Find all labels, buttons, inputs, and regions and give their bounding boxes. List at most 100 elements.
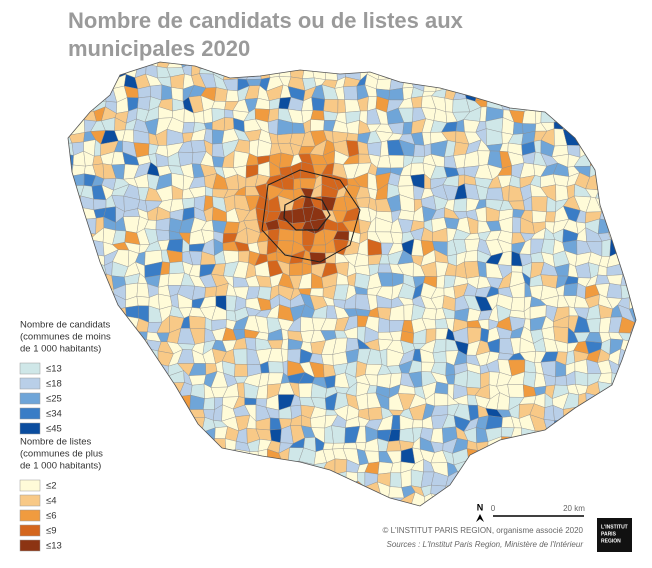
- commune: [643, 262, 652, 274]
- commune: [586, 408, 597, 419]
- commune: [103, 480, 115, 499]
- commune: [608, 460, 620, 475]
- commune: [233, 480, 246, 497]
- legend-swatch: [19, 494, 41, 507]
- commune: [518, 62, 531, 69]
- commune: [58, 517, 74, 531]
- commune: [386, 440, 402, 452]
- commune: [508, 480, 523, 497]
- commune: [520, 86, 536, 102]
- commune: [123, 404, 139, 420]
- commune: [443, 497, 459, 505]
- commune: [601, 239, 612, 257]
- commune: [255, 471, 269, 482]
- commune: [68, 472, 74, 485]
- paris-border: [283, 195, 331, 231]
- commune: [587, 84, 603, 98]
- commune: [115, 447, 130, 465]
- commune: [585, 492, 602, 506]
- commune: [101, 450, 118, 465]
- commune: [609, 120, 624, 136]
- commune: [642, 426, 652, 439]
- commune: [244, 397, 257, 406]
- commune: [642, 195, 652, 209]
- commune: [497, 495, 513, 506]
- commune: [595, 162, 611, 179]
- commune: [634, 150, 636, 166]
- commune: [78, 360, 96, 376]
- commune: [397, 502, 415, 506]
- commune: [144, 472, 159, 487]
- commune: [629, 473, 636, 483]
- commune: [268, 517, 281, 530]
- commune: [509, 462, 523, 477]
- commune: [125, 351, 136, 363]
- commune: [221, 496, 237, 506]
- commune: [478, 458, 493, 472]
- commune: [540, 504, 559, 506]
- commune: [113, 353, 129, 364]
- commune: [212, 447, 228, 463]
- commune: [95, 480, 107, 498]
- commune: [534, 100, 545, 112]
- commune: [331, 425, 346, 444]
- commune: [412, 419, 423, 429]
- north-label: N: [477, 502, 484, 512]
- commune: [68, 417, 74, 430]
- commune: [577, 392, 587, 409]
- commune: [126, 371, 140, 388]
- commune: [628, 254, 636, 263]
- commune: [225, 89, 239, 102]
- commune: [498, 485, 513, 497]
- commune: [335, 502, 347, 506]
- legend-title: Nombre de candidats: [20, 320, 111, 331]
- commune: [617, 62, 633, 70]
- commune: [68, 185, 72, 201]
- commune: [621, 85, 634, 103]
- commune: [69, 195, 81, 209]
- commune: [144, 461, 161, 475]
- commune: [486, 469, 500, 486]
- commune: [507, 84, 523, 100]
- commune: [147, 383, 159, 400]
- commune: [178, 429, 195, 444]
- commune: [606, 85, 624, 103]
- commune: [628, 85, 636, 100]
- commune: [640, 294, 652, 307]
- commune: [509, 450, 522, 464]
- commune: [180, 473, 195, 483]
- commune: [257, 62, 273, 68]
- commune: [113, 497, 130, 506]
- commune: [68, 219, 75, 235]
- commune: [631, 272, 636, 287]
- commune: [68, 249, 81, 264]
- commune: [79, 249, 91, 263]
- commune: [553, 484, 567, 499]
- commune: [355, 503, 369, 506]
- commune: [640, 515, 652, 531]
- commune: [102, 344, 116, 355]
- commune: [234, 364, 248, 377]
- commune: [134, 492, 151, 506]
- commune: [478, 75, 491, 88]
- commune: [147, 349, 159, 364]
- commune: [122, 395, 140, 407]
- commune: [70, 507, 82, 518]
- commune: [179, 416, 195, 433]
- commune: [377, 62, 392, 65]
- commune: [618, 438, 632, 454]
- commune: [68, 207, 75, 221]
- commune: [247, 514, 258, 527]
- commune: [267, 361, 284, 374]
- commune: [267, 118, 279, 136]
- commune: [522, 65, 533, 80]
- commune: [508, 470, 523, 488]
- commune: [78, 483, 97, 498]
- commune: [345, 480, 359, 495]
- commune: [169, 261, 185, 275]
- commune: [629, 447, 636, 463]
- commune: [115, 384, 127, 396]
- commune: [641, 338, 652, 352]
